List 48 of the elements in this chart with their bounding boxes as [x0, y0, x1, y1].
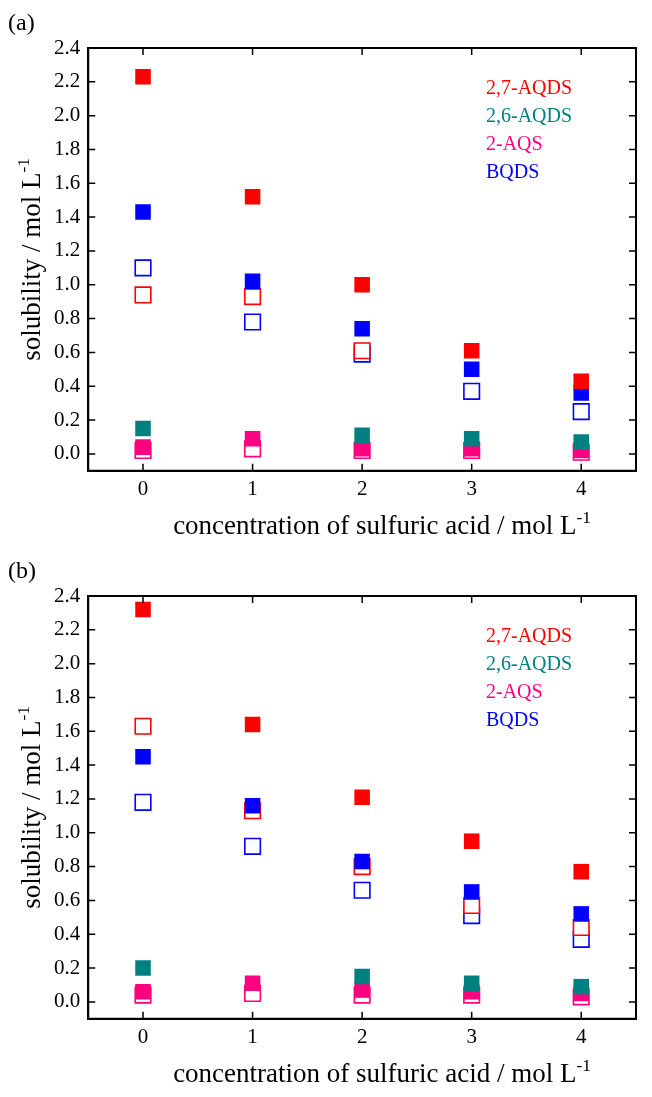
y-tick-label: 0.6	[54, 886, 81, 911]
y-tick-label: 1.4	[54, 203, 81, 228]
y-tick-label: 1.6	[54, 169, 81, 194]
y-axis-title: solubility / mol L-1	[13, 705, 46, 909]
x-tick-label: 4	[575, 475, 587, 500]
x-tick-label: 3	[466, 475, 477, 500]
x-tick-label: 3	[466, 1023, 477, 1048]
x-tick-label: 2	[356, 1023, 368, 1048]
y-tick-label: 2.0	[54, 102, 81, 127]
y-tick-label: 1.0	[54, 271, 81, 296]
y-tick-label: 1.2	[54, 785, 81, 810]
y-tick-label: 0.2	[54, 954, 81, 979]
text: BQDS	[486, 160, 540, 182]
y-tick-label: 0.4	[54, 920, 81, 945]
x-tick-label: 1	[247, 1023, 258, 1048]
y-tick-label: 2.4	[54, 34, 81, 59]
x-tick-label: 2	[356, 475, 368, 500]
y-tick-label: 0.2	[54, 406, 81, 431]
y-tick-label: 1.2	[54, 237, 81, 262]
x-tick-label: 4	[575, 1023, 587, 1048]
text: 2,6-AQDS	[486, 104, 573, 126]
text: 2-AQS	[486, 680, 543, 702]
y-tick-label: 0.8	[54, 853, 81, 878]
text: BQDS	[486, 708, 540, 730]
y-tick-label: 0.0	[54, 440, 81, 465]
y-tick-label: 2.4	[54, 582, 81, 607]
y-tick-label: 0.8	[54, 305, 81, 330]
y-tick-label: 2.2	[54, 616, 81, 641]
text: 2,7-AQDS	[486, 624, 573, 646]
y-tick-label: 0.4	[54, 372, 81, 397]
text: 2,6-AQDS	[486, 652, 573, 674]
y-tick-label: 1.4	[54, 751, 81, 776]
x-tick-label: 1	[247, 475, 258, 500]
chart-title: (b)	[8, 557, 36, 583]
text: 2,7-AQDS	[486, 76, 573, 98]
x-tick-label: 0	[137, 1023, 149, 1048]
y-tick-label: 2.0	[54, 650, 81, 675]
y-tick-label: 1.8	[54, 135, 81, 160]
y-tick-label: 0.6	[54, 338, 81, 363]
x-tick-label: 0	[137, 475, 149, 500]
y-tick-label: 1.6	[54, 717, 81, 742]
y-axis-title: solubility / mol L-1	[13, 157, 46, 361]
y-tick-label: 1.0	[54, 819, 81, 844]
y-tick-label: 1.8	[54, 683, 81, 708]
y-tick-label: 0.0	[54, 988, 81, 1013]
text: 2-AQS	[486, 132, 543, 154]
y-tick-label: 2.2	[54, 68, 81, 93]
chart-title: (a)	[8, 9, 35, 35]
